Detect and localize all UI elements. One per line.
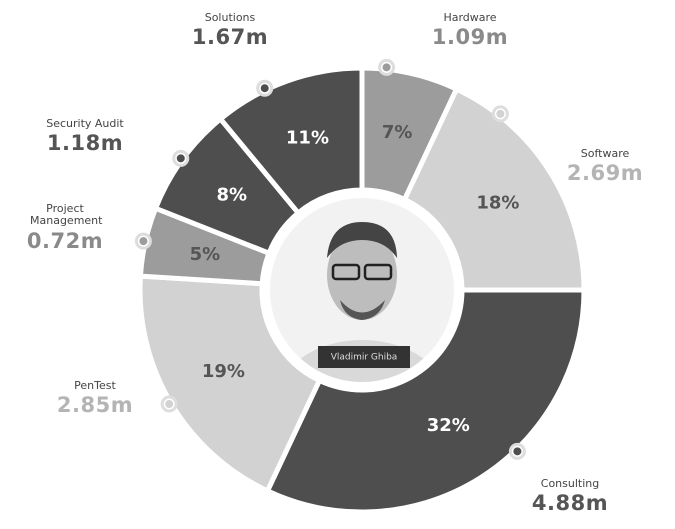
donut-slice	[216, 65, 365, 217]
marker-dot-core	[382, 63, 391, 72]
category-label: Consulting	[540, 477, 600, 490]
marker-dot-core	[176, 154, 185, 163]
category-label: Security Audit	[46, 117, 124, 130]
amount-label: 2.85m	[56, 393, 134, 417]
percent-label: 32%	[427, 415, 470, 436]
category-label: PenTest	[74, 379, 116, 392]
percent-label: 7%	[382, 122, 413, 143]
donut-slice	[137, 273, 323, 495]
percent-label: 5%	[190, 244, 221, 265]
category-label: Project Management	[30, 202, 103, 227]
donut-slice	[264, 287, 587, 515]
marker-dot-core	[513, 447, 522, 456]
marker-dot-core	[165, 400, 174, 409]
amount-label: 2.69m	[566, 161, 644, 185]
center-label: Vladimir Ghiba	[331, 353, 398, 363]
marker-dot-core	[139, 237, 148, 246]
amount-label: 4.88m	[531, 491, 609, 515]
percent-label: 18%	[476, 193, 519, 214]
amount-label: 1.09m	[431, 25, 509, 49]
amount-label: 1.18m	[46, 131, 124, 155]
category-label: Solutions	[204, 11, 256, 24]
amount-label: 0.72m	[26, 229, 104, 253]
percent-label: 11%	[286, 128, 329, 149]
marker-dot-core	[260, 84, 269, 93]
category-label: Hardware	[443, 11, 497, 24]
amount-label: 1.67m	[191, 25, 269, 49]
name-tag	[318, 346, 410, 368]
category-label: Software	[580, 147, 630, 160]
donut-slice	[401, 85, 587, 293]
marker-dot-core	[496, 109, 505, 118]
percent-label: 19%	[202, 361, 245, 382]
percent-label: 8%	[216, 184, 247, 205]
